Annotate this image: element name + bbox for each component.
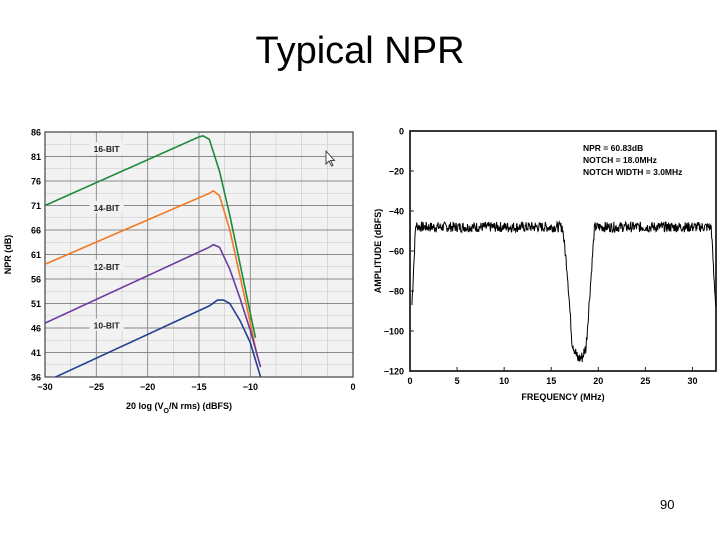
series-line-10-bit (53, 299, 262, 377)
y-tick-label: 51 (31, 299, 41, 309)
x-tick-label: 25 (640, 376, 650, 386)
y-tick-label: 71 (31, 201, 41, 211)
series-label-bg (89, 259, 124, 272)
series-label: 16-BIT (94, 144, 121, 154)
annotation-line: NOTCH = 18.0MHz (583, 155, 657, 165)
series-label: 12-BIT (94, 262, 121, 272)
x-tick-label: −15 (191, 382, 206, 392)
plot-border (44, 131, 354, 378)
y-tick-label: 81 (31, 152, 41, 162)
series-label-bg (89, 318, 124, 331)
x-tick-label: 10 (499, 376, 509, 386)
x-tick-label: −30 (37, 382, 52, 392)
annotation-line: NOTCH WIDTH = 3.0MHz (583, 167, 682, 177)
x-axis-title-subscript: O (164, 408, 170, 415)
y-tick-label: 56 (31, 275, 41, 285)
series-line-12-bit (45, 243, 262, 368)
spectrum-trace (411, 220, 716, 363)
x-tick-label: 20 (593, 376, 603, 386)
x-tick-label: 5 (455, 376, 460, 386)
y-tick-label: 36 (31, 373, 41, 383)
y-tick-label: −60 (389, 247, 404, 257)
trace-group (411, 220, 716, 363)
series-label: 10-BIT (94, 321, 121, 331)
x-tick-label: −25 (89, 382, 104, 392)
y-tick-label: −40 (389, 207, 404, 217)
mouse-pointer-icon (325, 149, 336, 167)
series-line-16-bit (45, 135, 257, 338)
y-tick-label: −100 (384, 327, 404, 337)
x-axis-title-rest: /N rms) (dBFS) (169, 401, 232, 411)
y-tick-label: 86 (31, 128, 41, 138)
series-label-bg (89, 142, 124, 155)
series-line-14-bit (45, 189, 259, 358)
y-tick-label: −120 (384, 367, 404, 377)
y-tick-label: −20 (389, 167, 404, 177)
y-tick-label: −80 (389, 287, 404, 297)
x-tick-label: 30 (687, 376, 697, 386)
y-tick-label: 61 (31, 250, 41, 260)
x-axis-title: 20 log (VO/N rms) (dBFS) (126, 401, 232, 415)
y-tick-label: 76 (31, 177, 41, 187)
x-tick-label: 0 (407, 376, 412, 386)
plot-area (409, 130, 717, 372)
page-number: 90 (660, 497, 675, 512)
y-tick-label: 0 (399, 127, 404, 137)
npr-vs-level-chart: 36 41 46 51 56 61 66 71 76 81 86 −30 −25 −20 −15 −10 0 20… (3, 128, 356, 415)
y-tick-label: 66 (31, 226, 41, 236)
x-tick-label: 15 (546, 376, 556, 386)
x-tick-label: −10 (243, 382, 258, 392)
y-tick-label: 46 (31, 324, 41, 334)
series-group (45, 135, 262, 377)
series-label-bg (89, 200, 124, 213)
series-label: 14-BIT (94, 203, 121, 213)
y-axis-title: AMPLITUDE (dBFS) (373, 209, 383, 294)
x-tick-label: 0 (350, 382, 355, 392)
slide-title: Typical NPR (255, 30, 465, 72)
y-axis-title: NPR (dB) (3, 235, 13, 275)
annotation-line: NPR = 60.83dB (583, 143, 643, 153)
y-tick-label: 41 (31, 348, 41, 358)
x-tick-label: −20 (140, 382, 155, 392)
x-axis-title: FREQUENCY (MHz) (521, 392, 604, 402)
